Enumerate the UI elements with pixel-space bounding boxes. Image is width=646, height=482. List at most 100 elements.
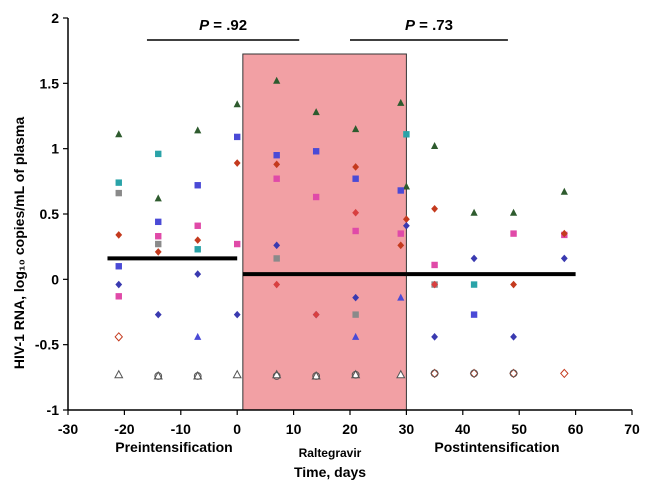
data-point-diamond <box>397 241 405 250</box>
data-point-square <box>115 263 122 270</box>
data-point-square <box>352 175 359 182</box>
data-point-triangle <box>194 332 202 340</box>
data-point-diamond <box>560 254 568 263</box>
data-point-square <box>155 150 162 158</box>
data-point-diamond <box>273 160 281 169</box>
data-point-open-diamond <box>114 332 124 342</box>
data-point-open-diamond <box>509 368 518 379</box>
period-label-post: Postintensification <box>434 439 559 455</box>
period-label-pre: Preintensification <box>115 439 232 455</box>
data-point-square <box>115 189 122 197</box>
data-point-diamond <box>352 163 360 171</box>
data-point-diamond <box>194 236 202 244</box>
data-point-open-triangle <box>272 369 282 379</box>
data-point-square <box>510 230 517 237</box>
data-point-triangle <box>431 142 439 150</box>
data-point-diamond <box>194 270 202 278</box>
data-point-open-circle <box>272 372 281 380</box>
data-point-open-diamond <box>469 368 479 379</box>
data-point-diamond <box>431 333 438 341</box>
data-point-diamond <box>403 215 410 224</box>
data-point-diamond <box>352 208 360 217</box>
data-point-open-circle <box>351 370 360 379</box>
y-axis-title: HIV-1 RNA, log₁₀ copies/mL of plasma <box>11 117 27 369</box>
data-points <box>114 76 569 380</box>
pvalue-label: P = .92 <box>199 17 247 34</box>
x-axis-title: Time, days <box>294 464 366 480</box>
data-point-open-diamond <box>560 368 569 379</box>
data-point-open-triangle <box>396 369 406 379</box>
data-point-diamond <box>312 310 320 319</box>
data-point-triangle <box>509 208 518 216</box>
axes: -30 -20 -10 0 10 20 30 40 50 60 70 -1 -0.5 0 0.5 1 1.5 2 <box>35 10 640 437</box>
data-point-triangle <box>352 332 360 340</box>
data-point-square <box>234 240 241 248</box>
data-point-diamond <box>560 229 568 238</box>
data-point-triangle <box>115 130 123 138</box>
data-point-square <box>273 255 280 262</box>
data-point-diamond <box>273 241 281 250</box>
x-tick-label: 40 <box>455 421 471 437</box>
data-point-diamond <box>403 221 410 230</box>
x-tick-label: 60 <box>568 421 584 437</box>
data-point-triangle <box>352 125 360 133</box>
y-tick-label: -0.5 <box>35 337 59 353</box>
data-point-diamond <box>233 159 241 167</box>
data-point-diamond <box>115 231 123 239</box>
data-point-diamond <box>431 204 438 213</box>
median-lines <box>107 256 576 277</box>
y-tick-label: 0.5 <box>40 206 60 222</box>
data-point-square <box>155 218 162 226</box>
data-point-open-circle <box>470 369 478 378</box>
data-point-square <box>194 222 201 229</box>
data-point-open-circle <box>430 369 439 378</box>
data-point-square <box>352 311 359 318</box>
data-point-square <box>470 311 478 318</box>
x-tick-label: 0 <box>233 421 241 437</box>
data-point-triangle <box>397 98 405 106</box>
data-point-square <box>155 240 162 248</box>
data-point-triangle <box>154 194 162 202</box>
data-point-diamond <box>431 280 438 289</box>
data-point-triangle <box>273 76 281 84</box>
data-point-diamond <box>233 310 241 319</box>
data-point-square <box>352 227 359 235</box>
x-tick-label: -10 <box>171 421 191 437</box>
period-label-raltegravir: Raltegravir <box>299 446 362 460</box>
data-point-square <box>397 187 404 194</box>
data-point-triangle <box>402 182 410 190</box>
data-point-square <box>155 233 162 240</box>
data-point-triangle <box>397 293 405 301</box>
x-tick-label: 30 <box>399 421 415 437</box>
data-point-triangle <box>470 208 478 216</box>
data-point-square <box>431 261 438 269</box>
data-point-open-circle <box>193 372 202 380</box>
data-point-open-circle <box>509 369 518 378</box>
data-point-open-circle <box>154 372 163 380</box>
x-tick-label: 10 <box>286 421 302 437</box>
data-point-diamond <box>510 280 517 289</box>
data-point-square <box>115 179 122 186</box>
data-point-square <box>273 175 280 182</box>
data-point-open-triangle <box>114 369 124 379</box>
data-point-triangle <box>233 100 241 108</box>
raltegravir-shaded-region <box>242 53 407 411</box>
data-point-square <box>470 281 478 288</box>
y-tick-label: 2 <box>51 10 59 26</box>
data-point-square <box>397 230 404 237</box>
data-point-diamond <box>352 293 360 302</box>
data-point-diamond <box>154 248 162 256</box>
data-point-square <box>273 152 280 159</box>
data-point-diamond <box>115 280 123 289</box>
data-point-diamond <box>154 310 162 319</box>
data-point-diamond <box>470 254 478 263</box>
x-tick-label: -30 <box>58 421 78 437</box>
data-point-triangle <box>194 126 202 134</box>
data-point-square <box>194 246 201 253</box>
data-point-open-diamond <box>430 368 439 379</box>
data-point-square <box>403 131 410 138</box>
data-point-diamond <box>273 280 281 289</box>
y-tick-label: 1 <box>51 141 59 157</box>
pvalue-brackets: P = .92 P = .73 <box>146 17 508 41</box>
